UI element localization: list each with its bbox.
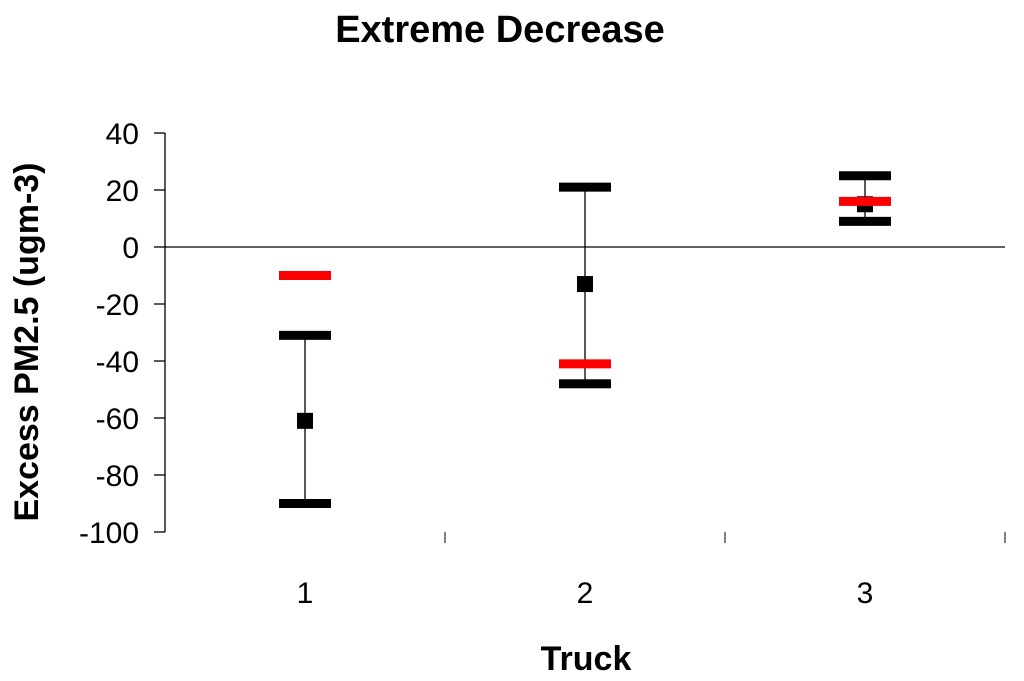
y-tick-label: -60 [96, 403, 139, 436]
y-tick-label: -80 [96, 460, 139, 493]
error-bar-cap-high [839, 171, 891, 181]
error-bar-cap-high [559, 182, 611, 192]
error-bar-cap-low [279, 499, 331, 508]
x-axis-title: Truck [541, 640, 632, 678]
y-tick-label: -100 [79, 517, 139, 550]
x-axis: 1 2 3 [165, 246, 1006, 610]
error-bar-cap-low [839, 216, 891, 226]
data-point-square [297, 412, 313, 429]
y-tick-label: -20 [96, 289, 139, 322]
y-axis-title: Excess PM2.5 (ugm-3) [8, 162, 46, 521]
chart-title: Extreme Decrease [335, 9, 665, 51]
x-tick-label: 3 [857, 577, 874, 610]
data-point-dash [559, 359, 611, 369]
y-axis: 40 20 0 -20 -40 -60 -80 -100 [79, 118, 166, 550]
y-tick-label: 40 [106, 118, 139, 151]
x-tick-label: 1 [297, 577, 314, 610]
y-tick-label: 20 [106, 175, 139, 208]
data-point-dash [279, 271, 331, 280]
y-tick-label: 0 [122, 232, 139, 265]
error-bar-cap-low [559, 379, 611, 389]
y-tick-label: -40 [96, 346, 139, 379]
error-bar-cap-high [279, 330, 331, 340]
x-tick-label: 2 [577, 577, 594, 610]
plot-marks [279, 171, 891, 508]
data-point-dash [839, 196, 891, 206]
data-point-square [577, 276, 593, 293]
